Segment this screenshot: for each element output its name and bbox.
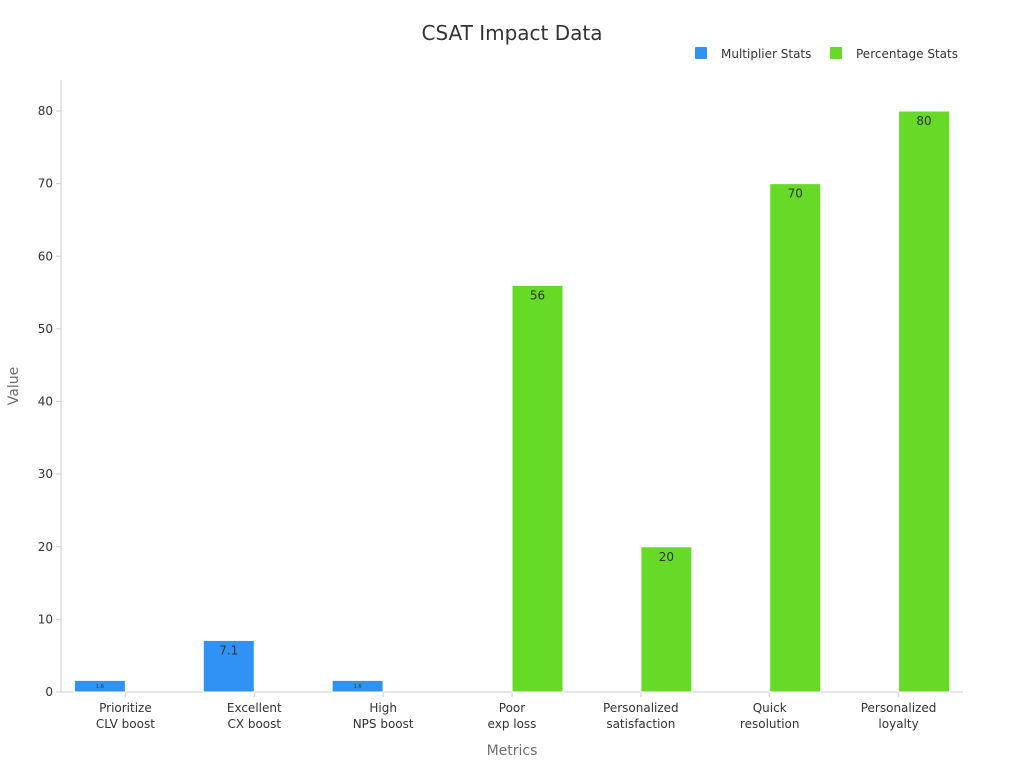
bar-percentage[interactable] xyxy=(640,546,693,693)
x-axis-ticks: Prioritize CLV boost Excellent CX boost High… xyxy=(96,692,936,731)
y-tick-label: 40 xyxy=(38,395,53,409)
x-tick-label: Quick xyxy=(753,701,787,715)
bar-value-label: 56 xyxy=(530,288,545,302)
y-tick-label: 20 xyxy=(38,540,53,554)
legend-label-multiplier: Multiplier Stats xyxy=(721,47,811,61)
bar-value-label: 1.6 xyxy=(96,684,104,690)
x-tick-label: Prioritize xyxy=(99,701,152,715)
legend: Multiplier Stats Percentage Stats xyxy=(695,47,958,61)
bar-multiplier[interactable] xyxy=(331,679,384,693)
chart-title: CSAT Impact Data xyxy=(421,21,602,45)
x-tick-label: Excellent xyxy=(227,701,282,715)
x-tick-label: CLV boost xyxy=(96,717,155,731)
y-tick-label: 60 xyxy=(38,249,53,263)
bar-percentage[interactable] xyxy=(769,183,822,693)
y-axis-title: Value xyxy=(6,367,22,405)
x-tick-label: satisfaction xyxy=(606,717,675,731)
legend-label-percentage: Percentage Stats xyxy=(856,47,958,61)
y-axis-ticks: 0 10 20 30 40 50 60 70 80 xyxy=(38,104,61,699)
bar-percentage[interactable] xyxy=(898,110,951,693)
bar-multiplier[interactable] xyxy=(73,679,126,693)
bar-value-label: 7.1 xyxy=(219,643,238,657)
bar-value-label: 80 xyxy=(916,114,931,128)
x-tick-label: resolution xyxy=(740,717,800,731)
bar-multiplier[interactable] xyxy=(202,639,255,693)
y-tick-label: 80 xyxy=(38,104,53,118)
bar-value-label: 70 xyxy=(788,187,803,201)
y-tick-label: 50 xyxy=(38,322,53,336)
x-tick-label: High xyxy=(369,701,397,715)
y-tick-label: 30 xyxy=(38,467,53,481)
x-tick-label: NPS boost xyxy=(353,717,414,731)
x-tick-label: exp loss xyxy=(488,717,537,731)
bar-value-label: 20 xyxy=(659,550,674,564)
legend-swatch-percentage xyxy=(830,47,842,59)
x-axis-title: Metrics xyxy=(487,743,538,759)
legend-item-multiplier[interactable]: Multiplier Stats xyxy=(695,47,811,61)
x-tick-label: Personalized xyxy=(861,701,937,715)
x-tick-label: Personalized xyxy=(603,701,679,715)
x-tick-label: loyalty xyxy=(878,717,918,731)
legend-item-percentage[interactable]: Percentage Stats xyxy=(830,47,958,61)
y-tick-label: 70 xyxy=(38,177,53,191)
y-tick-label: 10 xyxy=(38,612,53,626)
bars xyxy=(73,110,951,693)
bar-percentage[interactable] xyxy=(511,284,564,693)
bar-value-label: 1.6 xyxy=(354,684,362,690)
y-tick-label: 0 xyxy=(45,685,53,699)
x-tick-label: Poor xyxy=(499,701,525,715)
x-tick-label: CX boost xyxy=(227,717,281,731)
legend-swatch-multiplier xyxy=(695,47,707,59)
bar-labels: 1.6 7.1 1.6 56 20 70 80 xyxy=(96,114,932,690)
